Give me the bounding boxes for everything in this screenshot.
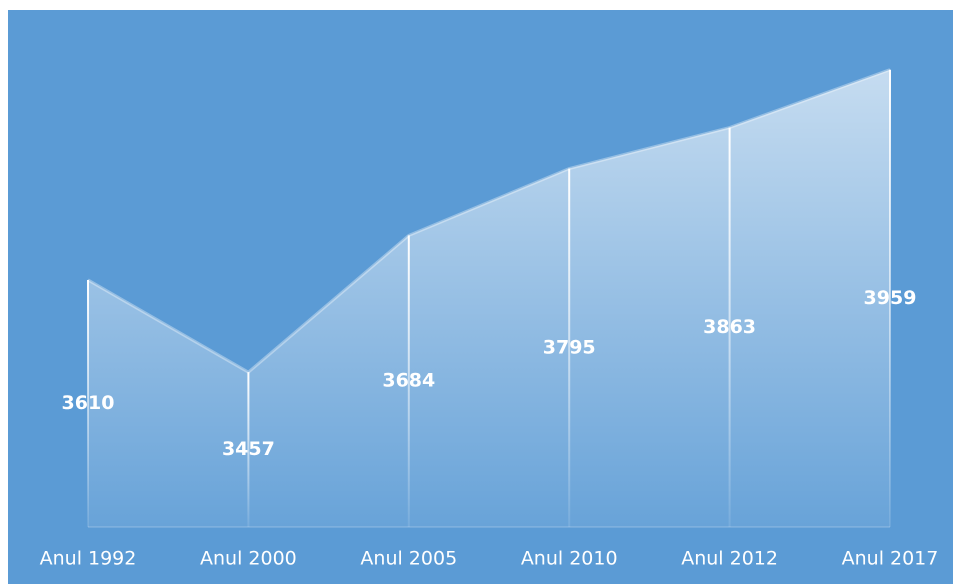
x-tick-label: Anul 2005 (360, 548, 457, 570)
value-label: 3795 (543, 336, 596, 358)
x-tick-label: Anul 2010 (521, 548, 618, 570)
value-label: 3863 (703, 316, 756, 338)
x-tick-label: Anul 2012 (681, 548, 778, 570)
drop-line (889, 69, 891, 527)
x-tick-label: Anul 2017 (842, 548, 939, 570)
area (88, 69, 890, 527)
value-label: 3457 (222, 438, 275, 460)
area-line (87, 68, 891, 374)
x-tick-label: Anul 2000 (200, 548, 297, 570)
value-label: 3684 (382, 370, 435, 392)
value-label: 3610 (62, 392, 115, 414)
value-label: 3959 (864, 287, 917, 309)
drop-line (87, 279, 89, 527)
drop-line (728, 127, 731, 527)
drop-line (568, 168, 571, 527)
drop-line (407, 235, 410, 527)
drop-line (247, 372, 250, 527)
x-tick-label: Anul 1992 (40, 548, 137, 570)
